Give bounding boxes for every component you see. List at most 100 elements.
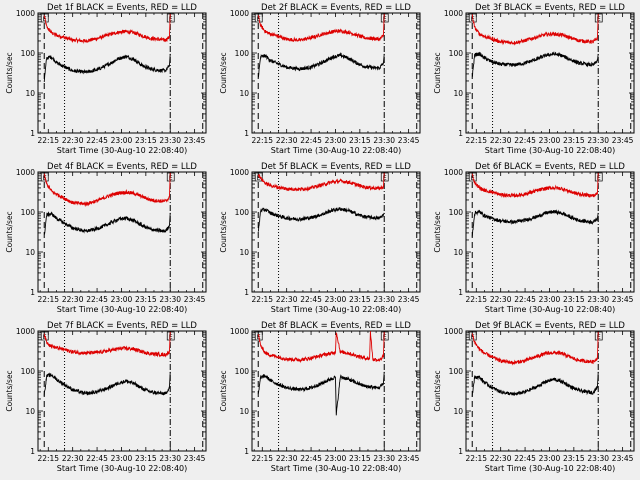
series-line-lld xyxy=(43,172,171,208)
series-line-lld xyxy=(43,331,171,358)
y-axis-label: Counts/sec xyxy=(5,211,14,252)
marker-label-box xyxy=(254,172,263,182)
x-tick-label: 22:15 xyxy=(465,136,487,145)
y-tick-label: 1 xyxy=(244,447,249,456)
y-tick-label: 100 xyxy=(21,208,36,217)
x-tick-label: 22:30 xyxy=(490,454,512,463)
x-axis-label: Start Time (30-Aug-10 22:08:40) xyxy=(57,464,188,473)
panel-title: Det 2f BLACK = Events, RED = LLD xyxy=(261,3,411,13)
x-axis-label: Start Time (30-Aug-10 22:08:40) xyxy=(57,146,188,155)
marker-label: E xyxy=(597,333,601,341)
detector-panel-6: Det 6f BLACK = Events, RED = LLD 1 10 100 10… xyxy=(433,162,635,314)
y-tick-label: 10 xyxy=(25,248,35,257)
x-tick-label: 23:00 xyxy=(325,295,347,304)
y-axis-label: Counts/sec xyxy=(5,370,14,411)
y-tick-label: 1 xyxy=(458,129,463,138)
y-axis-label: Counts/sec xyxy=(433,370,442,411)
x-tick-label: 22:30 xyxy=(62,454,84,463)
x-tick-label: 22:45 xyxy=(514,295,536,304)
y-tick-label: 1 xyxy=(30,288,35,297)
y-tick-label: 100 xyxy=(235,367,250,376)
y-tick-label: 100 xyxy=(21,49,36,58)
marker-label: E xyxy=(383,174,387,182)
x-tick-label: 23:30 xyxy=(159,136,181,145)
detector-panel-8: Det 8f BLACK = Events, RED = LLD 1 10 100 10… xyxy=(219,321,421,473)
x-tick-label: 23:15 xyxy=(349,295,371,304)
y-axis-label: Counts/sec xyxy=(433,211,442,252)
marker-label-box xyxy=(40,331,49,341)
series-line-events xyxy=(43,211,171,235)
x-tick-label: 22:30 xyxy=(276,295,298,304)
y-tick-label: 1000 xyxy=(16,327,35,336)
marker-label: E xyxy=(43,15,47,23)
marker-label-box xyxy=(468,331,477,341)
y-tick-label: 100 xyxy=(235,208,250,217)
x-tick-label: 23:45 xyxy=(184,136,206,145)
x-tick-label: 22:15 xyxy=(37,295,59,304)
x-tick-label: 22:15 xyxy=(37,454,59,463)
detector-panel-2: Det 2f BLACK = Events, RED = LLD 1 10 100 10… xyxy=(219,3,421,155)
detector-panel-5: Det 5f BLACK = Events, RED = LLD 1 10 100 10… xyxy=(219,162,421,314)
marker-label-box xyxy=(468,172,477,182)
y-axis-label: Counts/sec xyxy=(219,370,228,411)
panel-title: Det 7f BLACK = Events, RED = LLD xyxy=(47,321,197,331)
x-tick-label: 23:15 xyxy=(349,454,371,463)
marker-label-box xyxy=(594,331,603,341)
plot-frame xyxy=(37,330,207,452)
marker-label: E xyxy=(169,174,173,182)
x-tick-label: 23:30 xyxy=(373,295,395,304)
detector-panel-1: Det 1f BLACK = Events, RED = LLD 1 10 100 10… xyxy=(5,3,207,155)
series-line-lld xyxy=(43,13,171,44)
x-tick-label: 23:30 xyxy=(159,454,181,463)
series-line-events xyxy=(471,51,599,77)
marker-label-box xyxy=(594,13,603,23)
y-tick-label: 100 xyxy=(235,49,250,58)
y-tick-label: 1000 xyxy=(16,9,35,18)
marker-label: E xyxy=(383,333,387,341)
marker-label-box xyxy=(166,172,175,182)
x-tick-label: 22:15 xyxy=(251,295,273,304)
plot-frame xyxy=(37,12,207,134)
x-tick-label: 23:30 xyxy=(587,136,609,145)
x-tick-label: 23:15 xyxy=(135,136,157,145)
x-tick-label: 23:30 xyxy=(587,295,609,304)
y-tick-label: 10 xyxy=(453,89,463,98)
y-tick-label: 1000 xyxy=(230,168,249,177)
y-tick-label: 10 xyxy=(25,89,35,98)
y-tick-label: 1 xyxy=(244,129,249,138)
x-tick-label: 23:00 xyxy=(325,136,347,145)
panel-title: Det 8f BLACK = Events, RED = LLD xyxy=(261,321,411,331)
panel-title: Det 1f BLACK = Events, RED = LLD xyxy=(47,3,197,13)
x-tick-label: 22:30 xyxy=(62,295,84,304)
x-tick-label: 22:45 xyxy=(514,136,536,145)
marker-label-box xyxy=(594,172,603,182)
x-tick-label: 23:00 xyxy=(325,454,347,463)
y-tick-label: 10 xyxy=(25,407,35,416)
marker-label: E xyxy=(169,15,173,23)
x-tick-label: 22:15 xyxy=(465,295,487,304)
marker-label: E xyxy=(597,174,601,182)
marker-label-box xyxy=(40,172,49,182)
x-tick-label: 22:45 xyxy=(300,454,322,463)
x-axis-label: Start Time (30-Aug-10 22:08:40) xyxy=(271,146,402,155)
y-tick-label: 10 xyxy=(453,407,463,416)
marker-label: E xyxy=(257,174,261,182)
y-tick-label: 1 xyxy=(458,447,463,456)
x-tick-label: 22:30 xyxy=(276,136,298,145)
y-tick-label: 1000 xyxy=(230,9,249,18)
y-tick-label: 100 xyxy=(449,208,464,217)
panel-title: Det 6f BLACK = Events, RED = LLD xyxy=(475,162,625,172)
x-tick-label: 23:30 xyxy=(373,136,395,145)
series-line-lld xyxy=(257,13,385,43)
x-axis-label: Start Time (30-Aug-10 22:08:40) xyxy=(271,464,402,473)
x-tick-label: 23:45 xyxy=(612,454,634,463)
x-tick-label: 23:30 xyxy=(373,454,395,463)
y-tick-label: 1 xyxy=(30,447,35,456)
x-tick-label: 22:45 xyxy=(86,295,108,304)
marker-label-box xyxy=(380,13,389,23)
y-tick-label: 1 xyxy=(458,288,463,297)
series-line-events xyxy=(43,53,171,83)
y-axis-label: Counts/sec xyxy=(219,52,228,93)
panel-title: Det 4f BLACK = Events, RED = LLD xyxy=(47,162,197,172)
